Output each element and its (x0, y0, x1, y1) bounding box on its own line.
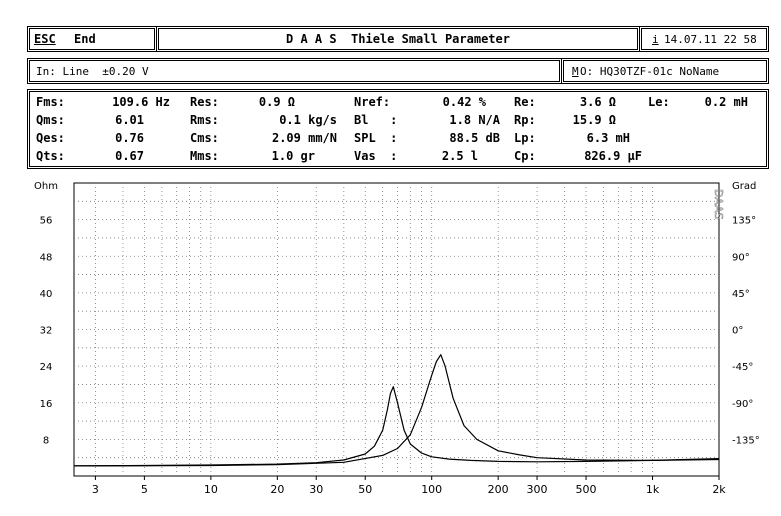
param-rp-value: 15.9 Ω (572, 113, 616, 127)
param-qms-label: Qms: (36, 113, 65, 127)
param-spl-label: SPL : (354, 131, 398, 145)
param-cp-value: 826.9 µF (584, 149, 642, 163)
param-cp-label: Cp: (514, 149, 536, 163)
param-bl-label: Bl : (354, 113, 398, 127)
param-fms-value: 109.6 Hz (112, 95, 170, 109)
title-bar: D A A S Thiele Small Parameter (156, 26, 640, 52)
param-bl-value: 1.8 N/A (449, 113, 500, 127)
x-tick-label: 300 (527, 483, 548, 496)
x-tick-label: 30 (309, 483, 323, 496)
input-range-field[interactable]: In: Line ±0.20 V (27, 58, 562, 84)
y2-axis-label: Grad (732, 181, 756, 192)
x-tick-label: 200 (488, 483, 509, 496)
param-fms-label: Fms: (36, 95, 65, 109)
y-tick-label: 48 (40, 252, 53, 263)
param-re-label: Re: (514, 95, 536, 109)
x-tick-label: 500 (576, 483, 597, 496)
param-res-label: Res: (190, 95, 219, 109)
x-tick-label: 50 (358, 483, 372, 496)
param-qes-value: 0.76 (115, 131, 144, 145)
param-re-value: 3.6 Ω (579, 95, 616, 109)
param-mms-label: Mms: (190, 149, 219, 163)
param-nref-value: 0.42 % (442, 95, 486, 109)
x-tick-label: 20 (270, 483, 284, 496)
y-tick-label: 32 (40, 326, 53, 337)
y2-tick-label: 135° (732, 216, 756, 227)
model-key-label: M (572, 65, 579, 78)
param-rms-label: Rms: (190, 113, 219, 127)
plot-frame (73, 182, 720, 477)
y-tick-label: 24 (40, 362, 53, 373)
param-qes-label: Qes: (36, 131, 65, 145)
esc-end-button[interactable]: ESC End (27, 26, 157, 52)
x-tick-label: 10 (204, 483, 218, 496)
param-lp-value: 6.3 mH (586, 131, 630, 145)
x-tick-label: 100 (421, 483, 442, 496)
param-cms-label: Cms: (190, 131, 219, 145)
param-cms-value: 2.09 mm/N (271, 131, 337, 145)
info-datetime-button[interactable]: i 14.07.11 22 58 (639, 26, 769, 52)
y-tick-label: 56 (40, 216, 53, 227)
input-range-label: In: Line ±0.20 V (36, 65, 149, 78)
y2-tick-label: 45° (732, 289, 750, 300)
y-tick-label: 8 (43, 435, 49, 446)
param-vas-value: 2.5 l (441, 149, 478, 163)
y-tick-label: 40 (40, 289, 53, 300)
datetime-label: 14.07.11 22 58 (664, 33, 757, 46)
param-le-label: Le: (648, 95, 670, 109)
y-axis-label: Ohm (34, 181, 58, 192)
param-vas-label: Vas : (354, 149, 398, 163)
param-qts-value: 0.67 (115, 149, 144, 163)
x-tick-label: 3 (92, 483, 99, 496)
y2-tick-label: -45° (732, 362, 753, 373)
y2-tick-label: 0° (732, 326, 743, 337)
param-mms-value: 1.0 gr (271, 149, 315, 163)
page-title: D A A S Thiele Small Parameter (286, 32, 510, 46)
param-rms-value: 0.1 kg/s (279, 113, 337, 127)
param-res-value: 0.9 Ω (258, 95, 295, 109)
param-qms-value: 6.01 (115, 113, 144, 127)
param-le-value: 0.2 mH (704, 95, 748, 109)
param-qts-label: Qts: (36, 149, 65, 163)
info-key-label: i (652, 33, 659, 46)
model-select-button[interactable]: M O: HQ30TZF-01c NoName (561, 58, 769, 84)
x-tick-label: 5 (141, 483, 148, 496)
y2-tick-label: 90° (732, 252, 750, 263)
esc-key-label: ESC (34, 32, 56, 46)
x-tick-label: 1k (646, 483, 660, 496)
y-tick-label: 16 (40, 399, 53, 410)
param-rp-label: Rp: (514, 113, 536, 127)
param-lp-label: Lp: (514, 131, 536, 145)
daas-watermark: DAAS (712, 189, 725, 220)
series-line-2 (73, 354, 720, 467)
x-tick-label: 2k (712, 483, 726, 496)
y2-tick-label: -90° (732, 399, 753, 410)
model-label: O: HQ30TZF-01c NoName (580, 65, 720, 78)
end-label: End (74, 32, 96, 46)
param-spl-value: 88.5 dB (449, 131, 500, 145)
param-nref-label: Nref: (354, 95, 391, 109)
parameters-panel: Fms: 109.6 Hz Res: 0.9 Ω Nref: 0.42 % Re… (27, 89, 769, 169)
y2-tick-label: -135° (732, 435, 760, 446)
